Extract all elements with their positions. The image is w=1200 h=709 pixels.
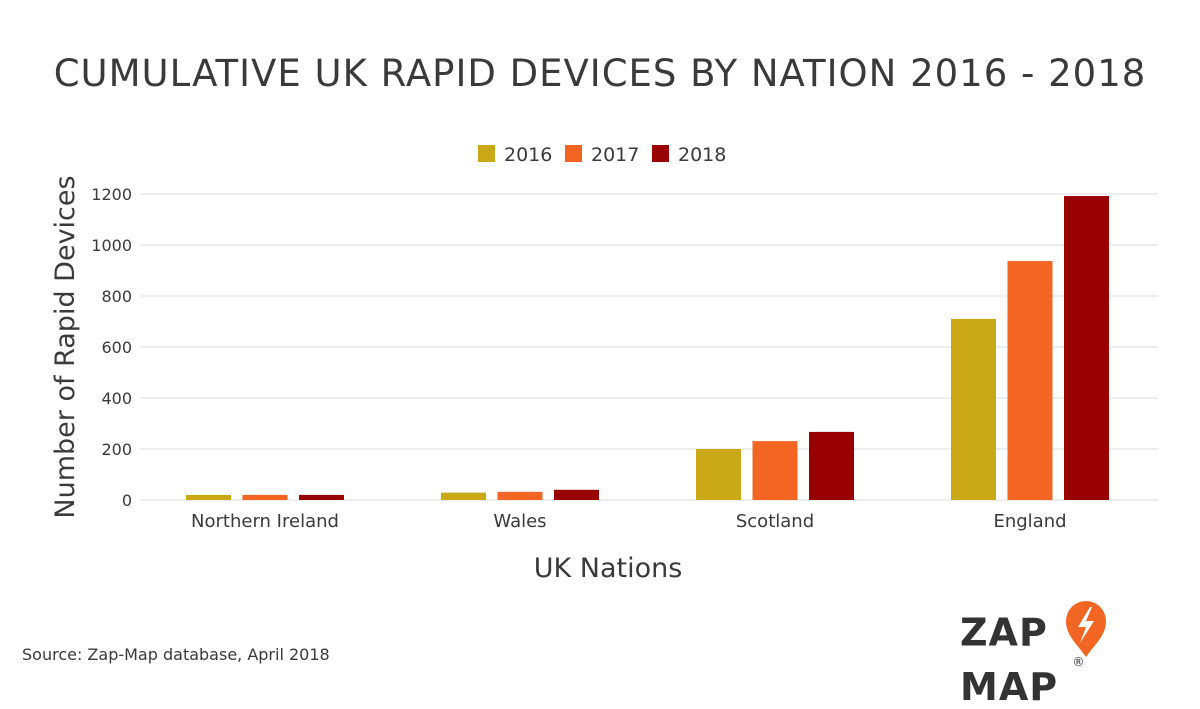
logo-left: ZAP	[960, 610, 1048, 655]
bar-2017-england	[1007, 261, 1053, 500]
chart: 0 200 400 600 800 1000 1200 Northern Ireland Wal…	[50, 144, 1158, 584]
bar-2017-northern-ireland	[242, 494, 288, 500]
y-tick-label: 800	[101, 287, 132, 306]
legend-swatch-2018	[652, 145, 669, 162]
x-tick-label: Northern Ireland	[191, 511, 339, 532]
registered-mark: ®	[1072, 655, 1086, 670]
bar-2017-scotland	[752, 441, 798, 500]
y-axis-label: Number of Rapid Devices	[50, 175, 81, 518]
y-tick-label: 1200	[91, 185, 132, 204]
x-tick-label: Scotland	[736, 511, 814, 532]
y-tick-label: 1000	[91, 236, 132, 255]
logo-right: MAP	[960, 665, 1059, 709]
chart-title: CUMULATIVE UK RAPID DEVICES BY NATION 20…	[53, 52, 1147, 95]
x-axis-label: UK Nations	[534, 553, 683, 584]
bar-2018-england	[1064, 196, 1109, 501]
legend-swatch-2016	[478, 145, 495, 162]
bar-2016-northern-ireland	[186, 494, 231, 500]
y-tick-label: 200	[101, 440, 132, 459]
bar-2016-wales	[441, 492, 486, 500]
bar-2017-wales	[497, 491, 543, 500]
y-tick-label: 0	[122, 491, 132, 510]
x-tick-label: Wales	[493, 511, 546, 532]
bar-2018-wales	[554, 489, 599, 500]
legend-label-2016: 2016	[504, 144, 552, 166]
bar-2016-england	[951, 318, 996, 500]
legend-label-2018: 2018	[678, 144, 726, 166]
bar-2018-northern-ireland	[299, 494, 344, 500]
y-tick-label: 600	[101, 338, 132, 357]
source-note: Source: Zap-Map database, April 2018	[22, 645, 330, 664]
x-tick-label: England	[993, 511, 1066, 532]
bar-2018-scotland	[809, 431, 854, 500]
legend-label-2017: 2017	[591, 144, 639, 166]
bar-2016-scotland	[696, 449, 741, 500]
pin-bolt-icon	[1066, 601, 1107, 657]
legend-swatch-2017	[565, 145, 582, 162]
y-tick-label: 400	[101, 389, 132, 408]
zap-map-logo: ZAP MAP ®	[960, 601, 1200, 709]
